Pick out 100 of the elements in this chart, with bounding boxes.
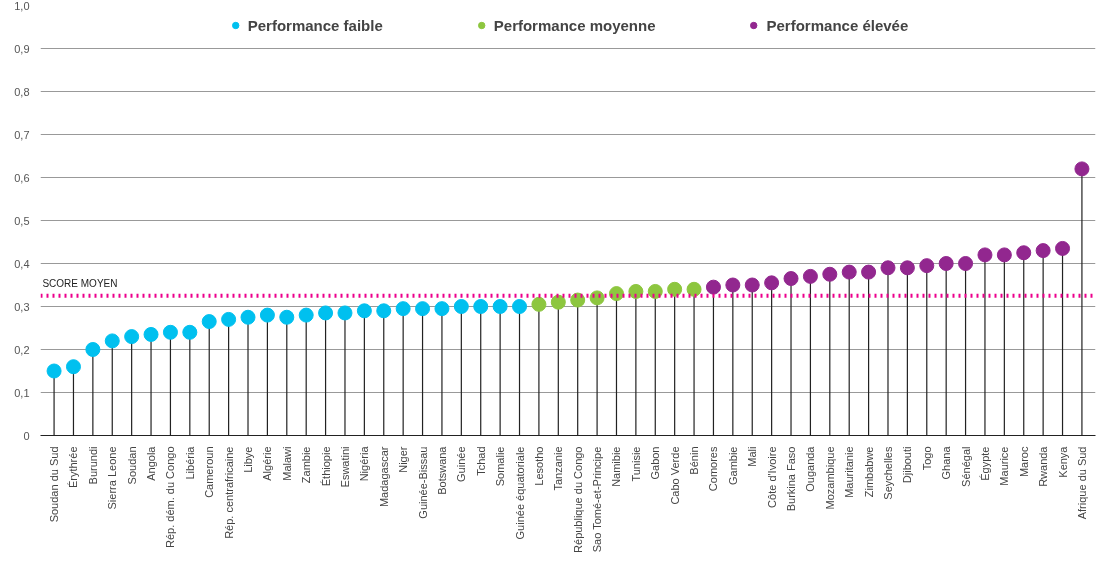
point bbox=[162, 324, 178, 340]
point bbox=[531, 296, 547, 312]
x-tick-label: Burundi bbox=[86, 446, 99, 485]
x-tick-label: Ghana bbox=[940, 445, 953, 480]
point bbox=[1074, 161, 1090, 177]
point bbox=[550, 294, 566, 310]
x-tick-label: Tunisie bbox=[629, 446, 642, 482]
x-tick-label: Rép. dém. du Congo bbox=[164, 446, 177, 549]
x-tick-label: Togo bbox=[920, 446, 933, 471]
x-tick-label: Tanzanie bbox=[552, 446, 565, 491]
point bbox=[298, 307, 314, 323]
x-tick-label: Sénégal bbox=[959, 446, 972, 487]
point bbox=[919, 258, 935, 274]
y-tick-label: 0,5 bbox=[14, 214, 30, 227]
ref-line-label: SCORE MOYEN bbox=[42, 277, 118, 289]
x-tick-label: Éthiopie bbox=[319, 446, 332, 487]
point bbox=[453, 299, 469, 314]
point bbox=[143, 326, 159, 342]
y-tick-label: 0,8 bbox=[14, 85, 30, 98]
x-tick-label: Sierra Leone bbox=[106, 446, 119, 510]
x-tick-label: Zambie bbox=[300, 446, 313, 484]
y-tick-label: 1,0 bbox=[14, 0, 30, 12]
x-tick-label: Comores bbox=[707, 446, 720, 492]
x-tick-label: Rép. centrafricaine bbox=[222, 446, 235, 539]
x-tick-label: Gabon bbox=[649, 446, 662, 480]
x-tick-label: Burkina Faso bbox=[785, 446, 798, 512]
y-tick-label: 0,3 bbox=[14, 300, 30, 313]
point bbox=[415, 301, 431, 317]
point bbox=[337, 305, 353, 321]
x-tick-label: Soudan du Sud bbox=[48, 446, 61, 523]
x-tick-label: Cameroun bbox=[203, 446, 216, 498]
point bbox=[647, 283, 663, 299]
x-tick-label: Guinée équatoriale bbox=[513, 446, 526, 540]
y-tick-label: 0,6 bbox=[14, 171, 30, 184]
point bbox=[977, 247, 993, 263]
point bbox=[744, 277, 760, 293]
x-tick-label: Soudan bbox=[125, 446, 138, 485]
point bbox=[725, 277, 741, 293]
point bbox=[473, 299, 489, 314]
y-tick-label: 0 bbox=[23, 429, 30, 442]
x-tick-label: Bénin bbox=[688, 446, 701, 475]
point bbox=[783, 271, 799, 287]
x-tick-label: Côte d'Ivoire bbox=[765, 446, 778, 508]
x-tick-label: Cabo Verde bbox=[668, 446, 681, 505]
point bbox=[938, 256, 954, 271]
x-tick-label: Kenya bbox=[1056, 445, 1069, 478]
x-tick-label: Madagascar bbox=[377, 446, 390, 508]
point bbox=[492, 299, 508, 314]
x-tick-label: Gambie bbox=[726, 446, 739, 486]
y-tick-label: 0,1 bbox=[14, 386, 30, 399]
y-tick-label: 0,2 bbox=[14, 343, 30, 356]
point bbox=[667, 281, 683, 297]
point bbox=[764, 275, 780, 291]
x-tick-label: Tchad bbox=[474, 446, 487, 476]
x-tick-label: Sao Tomé-et-Principe bbox=[591, 446, 604, 553]
point bbox=[1016, 245, 1032, 261]
point bbox=[822, 266, 838, 282]
point bbox=[104, 333, 120, 349]
x-tick-label: Niger bbox=[397, 446, 410, 473]
point bbox=[996, 247, 1012, 263]
point bbox=[395, 301, 411, 317]
x-tick-label: Mozambique bbox=[823, 446, 836, 510]
x-tick-label: Nigéria bbox=[358, 445, 371, 482]
point bbox=[899, 260, 915, 276]
point bbox=[356, 303, 372, 319]
x-tick-label: Libéria bbox=[183, 445, 196, 480]
point bbox=[841, 264, 857, 280]
x-tick-label: Somalie bbox=[494, 446, 507, 487]
legend-label: Performance moyenne bbox=[493, 16, 656, 34]
point bbox=[1055, 240, 1071, 256]
point bbox=[279, 309, 295, 325]
x-tick-label: Eswatini bbox=[338, 446, 351, 488]
x-tick-label: Djibouti bbox=[901, 446, 914, 484]
point bbox=[628, 283, 644, 299]
point bbox=[880, 260, 896, 276]
point bbox=[958, 256, 974, 271]
x-tick-label: Maurice bbox=[998, 446, 1011, 486]
x-tick-label: Malawi bbox=[280, 446, 293, 481]
x-tick-label: Guinée bbox=[455, 446, 468, 482]
x-tick-label: Lesotho bbox=[532, 446, 545, 486]
point bbox=[46, 363, 62, 379]
x-tick-label: Namibie bbox=[610, 446, 623, 487]
legend-label: Performance élevée bbox=[766, 16, 909, 34]
x-tick-label: Mali bbox=[746, 446, 759, 467]
x-tick-label: Érythrée bbox=[67, 446, 80, 489]
point bbox=[85, 342, 101, 357]
point bbox=[686, 281, 702, 297]
point bbox=[376, 303, 392, 319]
y-tick-label: 0,4 bbox=[14, 257, 30, 270]
x-tick-label: Angola bbox=[145, 445, 158, 481]
point bbox=[1035, 243, 1051, 259]
point bbox=[201, 314, 217, 330]
point bbox=[512, 299, 528, 314]
point bbox=[318, 305, 334, 321]
x-tick-label: Seychelles bbox=[881, 446, 894, 500]
x-tick-label: Ouganda bbox=[804, 445, 817, 492]
point bbox=[705, 279, 721, 295]
x-tick-label: Mauritanie bbox=[843, 446, 856, 498]
x-tick-label: Rwanda bbox=[1037, 445, 1050, 487]
x-tick-label: Guinée-Bissau bbox=[416, 446, 429, 519]
